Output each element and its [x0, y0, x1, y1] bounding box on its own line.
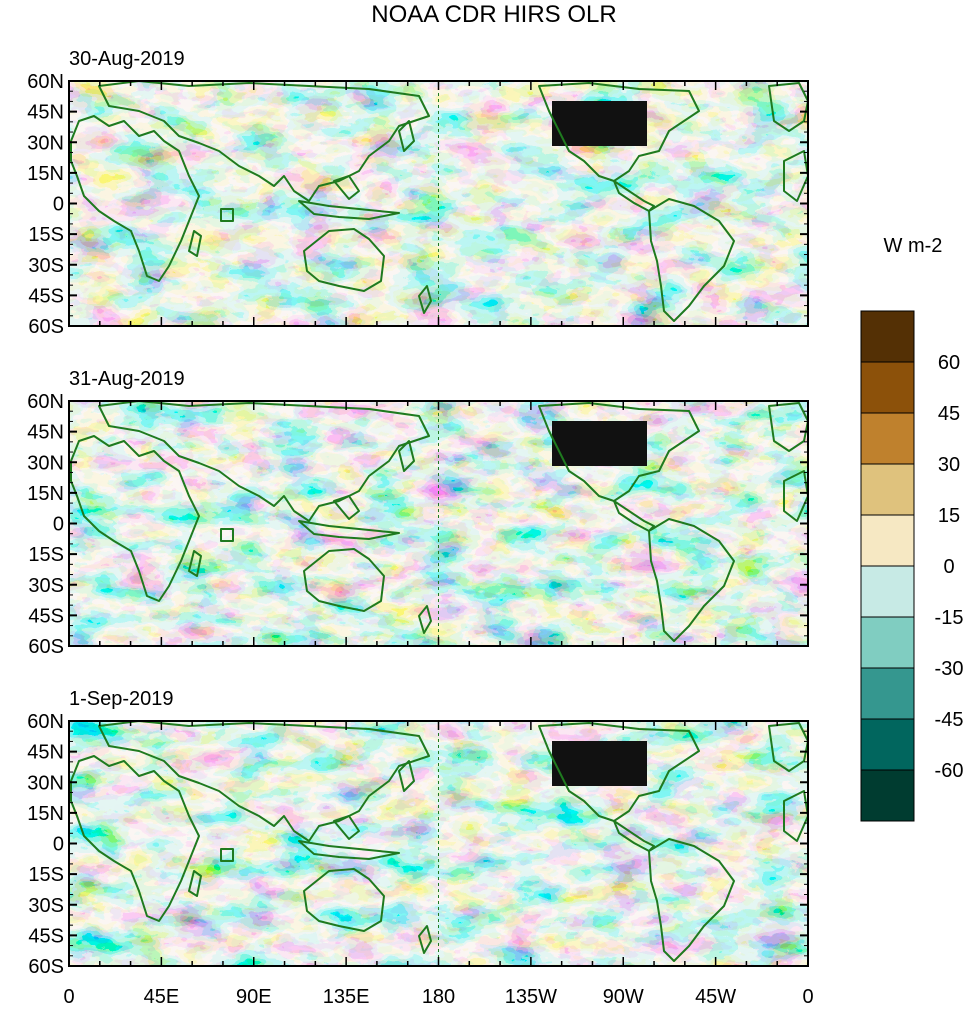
lat-label: 45S — [28, 925, 64, 947]
lat-label: 60S — [28, 956, 64, 978]
lat-label: 30N — [27, 132, 64, 154]
colorbar-label: 30 — [938, 454, 960, 476]
us-mask — [552, 741, 647, 786]
panel-date: 30-Aug-2019 — [69, 48, 185, 70]
lat-label: 15S — [28, 864, 64, 886]
lat-label: 30N — [27, 452, 64, 474]
colorbar-swatch — [860, 361, 915, 414]
lat-label: 30S — [28, 575, 64, 597]
lat-axis: 60N 45N 30N 15N 0 15S 30S 45S 60S — [27, 711, 64, 978]
tick-marks — [68, 720, 809, 967]
colorbar-swatch — [860, 412, 915, 465]
colorbar-swatch — [860, 565, 915, 618]
colorbar-swatch — [860, 667, 915, 720]
lon-axis: 0 45E 90E 135E 180 135W 90W 45W 0 — [63, 986, 813, 1008]
panel-date: 1-Sep-2019 — [69, 688, 174, 710]
lat-label: 30S — [28, 255, 64, 277]
lat-label: 0 — [53, 514, 64, 536]
lat-label: 0 — [53, 194, 64, 216]
lat-label: 45N — [27, 742, 64, 764]
lon-label: 45W — [695, 986, 736, 1008]
us-mask — [552, 421, 647, 466]
lon-label: 45E — [144, 986, 180, 1008]
lat-label: 60N — [27, 711, 64, 733]
colorbar-swatch — [860, 616, 915, 669]
lon-label: 90W — [603, 986, 644, 1008]
panel-1: 30-Aug-2019 60N 45N 30N 15N 0 15S 30S 45S 60S — [27, 48, 809, 338]
panel-date: 31-Aug-2019 — [69, 368, 185, 390]
lon-label: 0 — [63, 986, 74, 1008]
colorbar: 60 45 30 15 0 -15 -30 -45 -60 — [860, 310, 964, 822]
lat-label: 15N — [27, 803, 64, 825]
lat-label: 30N — [27, 772, 64, 794]
colorbar-label: 0 — [943, 556, 954, 578]
lon-label: 0 — [802, 986, 813, 1008]
colorbar-label: 15 — [938, 505, 960, 527]
lon-label: 135E — [323, 986, 370, 1008]
lat-label: 60N — [27, 391, 64, 413]
lat-label: 15N — [27, 163, 64, 185]
lat-label: 45S — [28, 285, 64, 307]
tick-marks — [68, 80, 809, 327]
lat-label: 45N — [27, 102, 64, 124]
colorbar-swatch — [860, 310, 915, 363]
colorbar-label: 45 — [938, 403, 960, 425]
lat-label: 30S — [28, 895, 64, 917]
panel-2: 31-Aug-2019 60N 45N 30N 15N 0 15S 30S 45S 60S — [27, 368, 809, 658]
lat-label: 15S — [28, 224, 64, 246]
colorbar-label: -15 — [935, 607, 964, 629]
colorbar-label: -60 — [935, 760, 964, 782]
lon-label: 135W — [505, 986, 557, 1008]
colorbar-label: -45 — [935, 709, 964, 731]
units-label: W m-2 — [884, 235, 943, 257]
panel-3: 1-Sep-2019 60N 45N 30N 15N 0 15S 30S 45S 60S 0 45… — [27, 688, 813, 1008]
colorbar-label: -30 — [935, 658, 964, 680]
lon-label: 90E — [236, 986, 272, 1008]
colorbar-swatch — [860, 463, 915, 516]
tick-marks — [68, 400, 809, 647]
colorbar-swatch — [860, 718, 915, 771]
colorbar-swatch — [860, 769, 915, 822]
lon-label: 180 — [422, 986, 455, 1008]
lat-label: 45S — [28, 605, 64, 627]
us-mask — [552, 101, 647, 146]
colorbar-label: 60 — [938, 352, 960, 374]
lat-label: 15S — [28, 544, 64, 566]
lat-label: 60N — [27, 71, 64, 93]
lat-label: 60S — [28, 636, 64, 658]
colorbar-swatch — [860, 514, 915, 567]
lat-label: 15N — [27, 483, 64, 505]
lat-label: 0 — [53, 834, 64, 856]
figure-title: NOAA CDR HIRS OLR — [371, 1, 616, 28]
lat-axis: 60N 45N 30N 15N 0 15S 30S 45S 60S — [27, 71, 64, 338]
lat-axis: 60N 45N 30N 15N 0 15S 30S 45S 60S — [27, 391, 64, 658]
lat-label: 45N — [27, 422, 64, 444]
lat-label: 60S — [28, 316, 64, 338]
